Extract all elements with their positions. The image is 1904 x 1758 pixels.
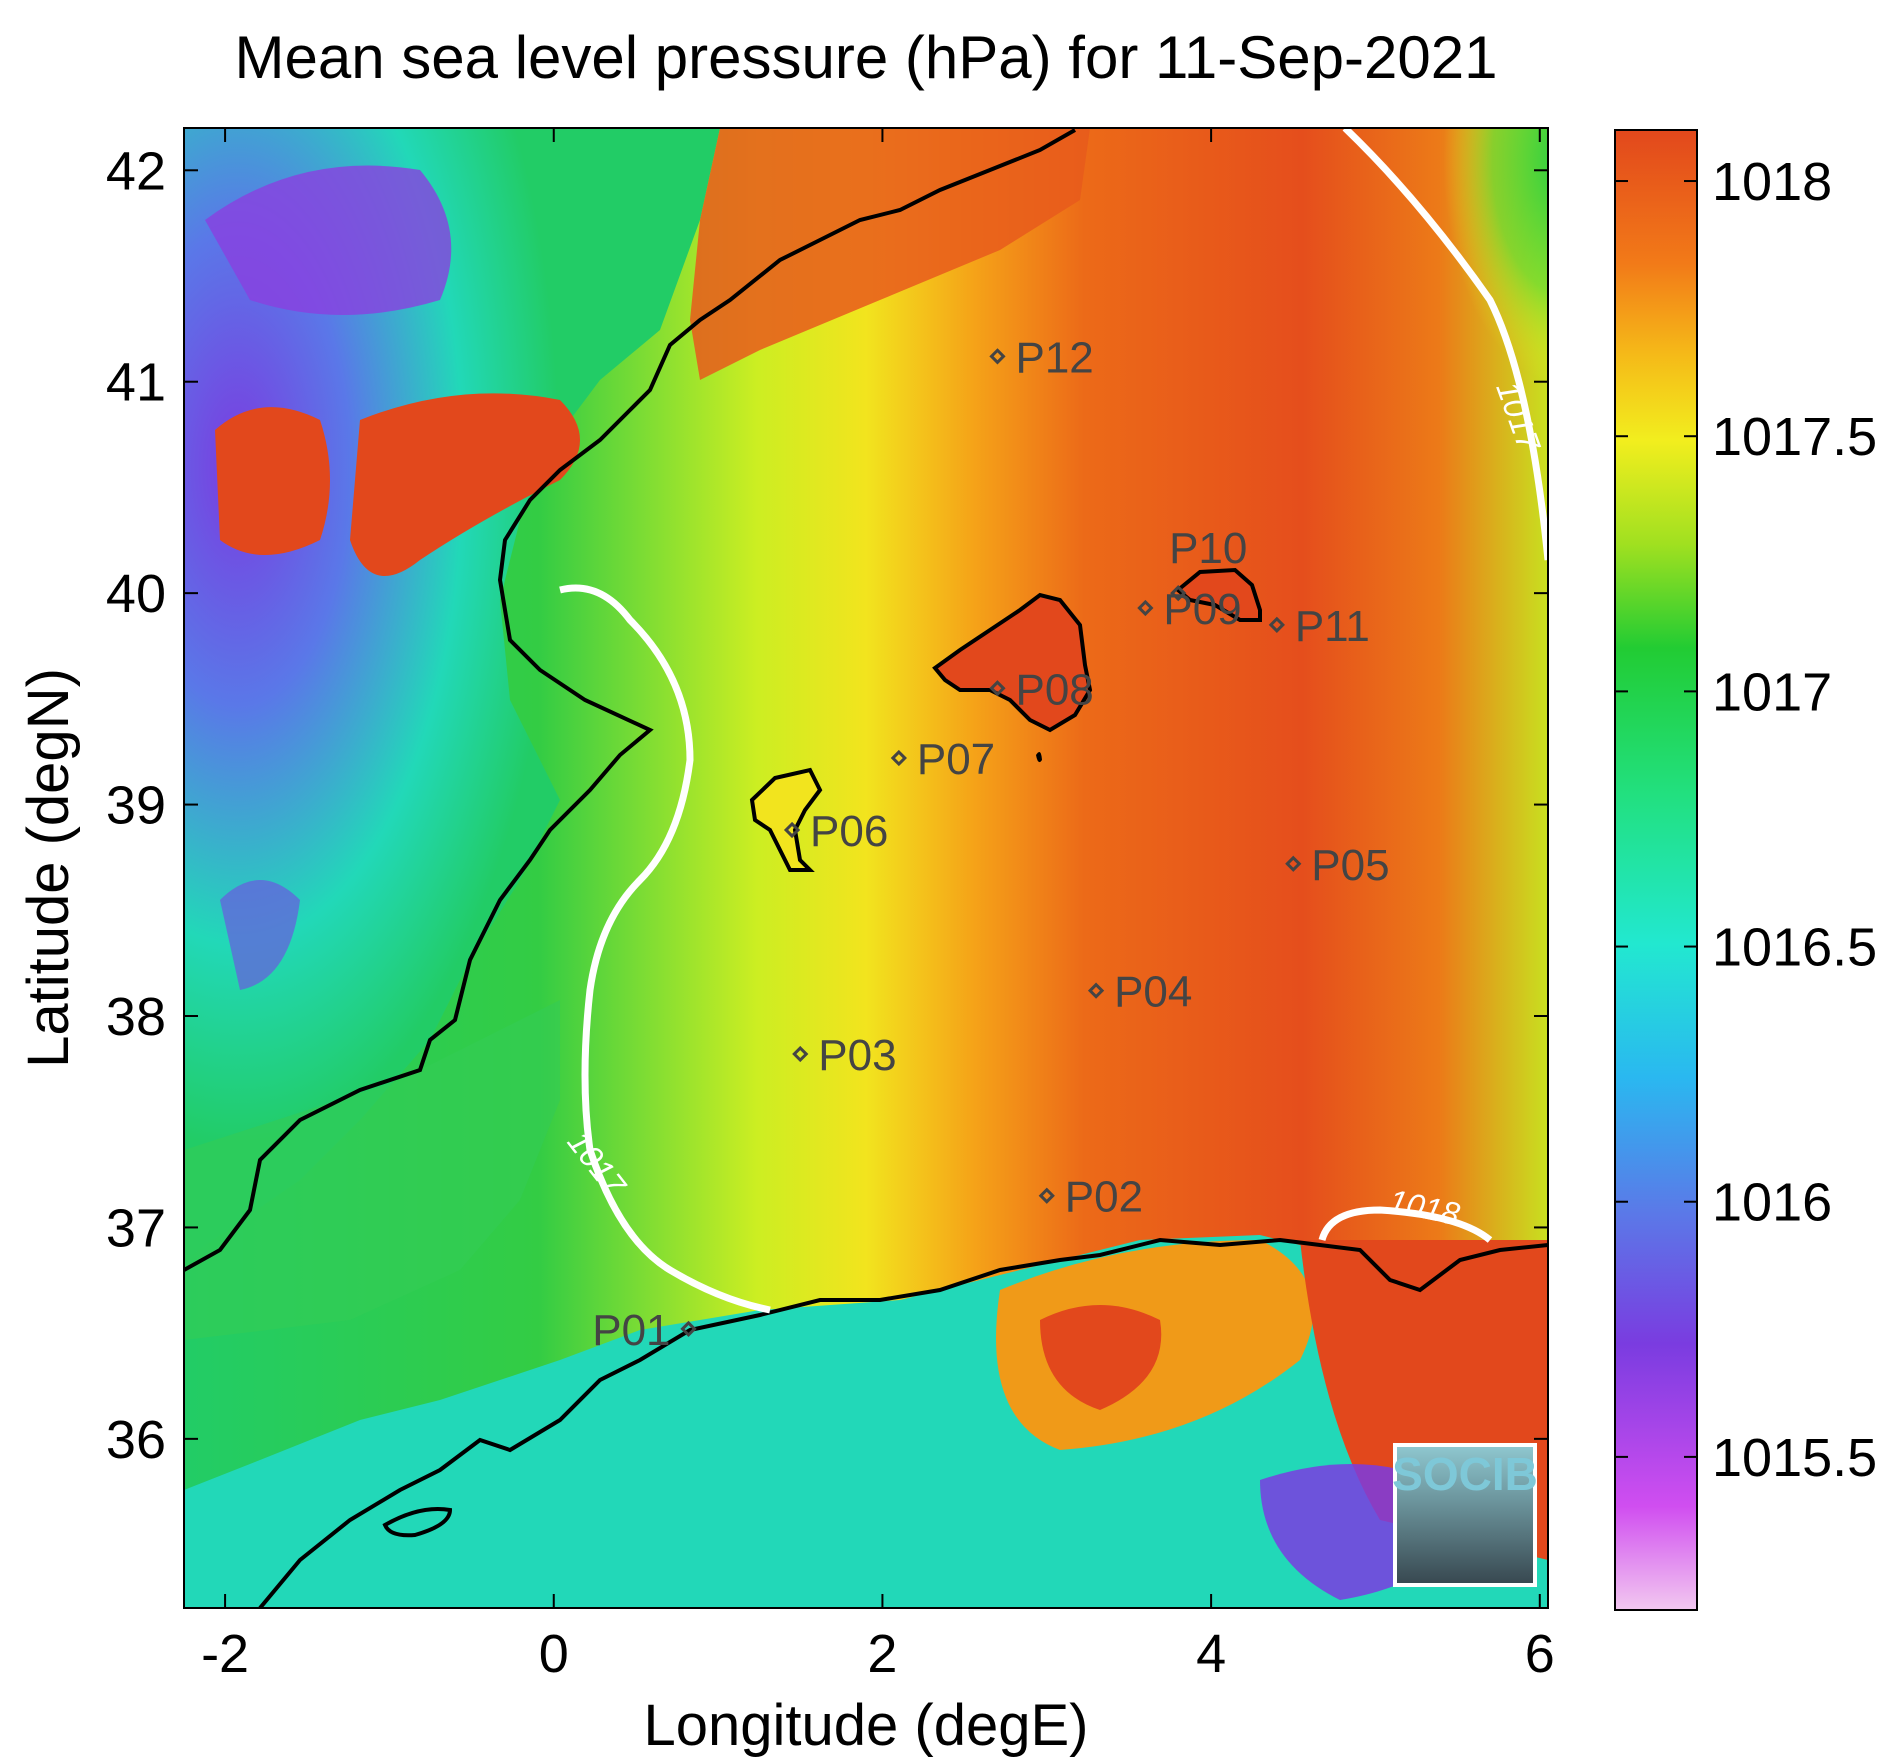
station-point-p05[interactable]: P05 <box>1285 841 1390 890</box>
x-axis-label: Longitude (degE) <box>644 1693 1089 1758</box>
station-point-p09[interactable]: P09 <box>1137 585 1242 634</box>
y-tick-label: 42 <box>106 141 166 201</box>
colorbar <box>1614 129 1698 1611</box>
map-title: Mean sea level pressure (hPa) for 11-Sep… <box>235 24 1498 91</box>
station-marker <box>783 821 801 839</box>
x-tick-label: 2 <box>867 1624 897 1684</box>
station-marker <box>1087 982 1105 999</box>
iberian-land-field <box>184 128 720 1260</box>
catalonia-high-region <box>690 128 1090 380</box>
station-points: P01 P02 P03 P04 P05 P06 P07 P08 P09 P10 P11 P12 <box>592 333 1389 1355</box>
mallorca-island <box>932 592 1093 733</box>
algeria-red-patch <box>1040 1305 1162 1410</box>
ibiza-island <box>749 767 823 872</box>
station-marker <box>989 680 1006 697</box>
map-area <box>184 128 1548 1608</box>
station-label: P01 <box>592 1306 670 1355</box>
station-label: P02 <box>1065 1173 1143 1222</box>
station-point-p11[interactable]: P11 <box>1268 602 1370 651</box>
x-tick-label: -2 <box>201 1624 249 1684</box>
colorbar-ticks: 1018 1017.5 1017 1016.5 1016 1015.5 <box>1615 152 1877 1488</box>
station-marker <box>1268 616 1285 633</box>
station-point-p08[interactable]: P08 <box>989 665 1094 714</box>
cabrera-island <box>1036 751 1042 763</box>
station-label: P05 <box>1311 841 1389 890</box>
station-point-p10[interactable]: P10 <box>1169 524 1247 602</box>
inland-high-patch-2 <box>350 393 580 576</box>
x-tick-label: 4 <box>1196 1624 1226 1684</box>
inland-low-patch-2 <box>220 880 300 990</box>
east-low-region <box>1200 128 1548 768</box>
station-point-p03[interactable]: P03 <box>792 1031 897 1080</box>
station-label: P11 <box>1295 602 1370 651</box>
station-marker <box>1285 855 1302 872</box>
station-point-p02[interactable]: P02 <box>1038 1173 1143 1222</box>
station-label: P12 <box>1015 333 1093 382</box>
inland-high-patch-1 <box>215 407 330 555</box>
station-point-p07[interactable]: P07 <box>890 735 995 784</box>
contour-1017-east <box>1342 128 1548 561</box>
station-point-p01[interactable]: P01 <box>592 1306 697 1355</box>
station-marker <box>890 749 907 767</box>
socib-logo: SOCIB <box>1392 1443 1538 1587</box>
africa-coastline <box>258 1237 1548 1608</box>
station-marker <box>1137 599 1154 617</box>
x-tick-label: 6 <box>1525 1624 1555 1684</box>
y-tick-label: 41 <box>106 353 166 413</box>
alboran-coast-segment <box>382 1507 453 1538</box>
y-tick-label: 40 <box>106 564 166 624</box>
contour-1017-west <box>559 584 771 1314</box>
station-marker <box>792 1045 809 1063</box>
station-label: P10 <box>1169 524 1247 573</box>
colorbar-tick-label: 1016.5 <box>1712 918 1877 978</box>
spain-coastline <box>184 128 1076 1272</box>
station-label: P04 <box>1114 968 1192 1017</box>
colorbar-tick-label: 1017 <box>1712 662 1832 722</box>
y-tick-label: 36 <box>106 1410 166 1470</box>
inland-low-patch <box>205 165 452 315</box>
station-label: P08 <box>1015 665 1093 714</box>
menorca-island <box>1174 567 1262 622</box>
station-marker <box>680 1320 697 1338</box>
station-label: P07 <box>917 735 995 784</box>
station-point-p06[interactable]: P06 <box>783 807 888 856</box>
y-tick-label: 37 <box>106 1198 166 1258</box>
x-axis-ticks: -2 0 2 4 6 <box>201 128 1555 1684</box>
station-marker <box>989 348 1006 365</box>
station-marker <box>1038 1187 1055 1204</box>
y-axis-ticks: 42 41 40 39 38 37 36 <box>106 141 1548 1470</box>
x-tick-label: 0 <box>539 1624 569 1684</box>
coastal-green-band <box>184 1000 560 1340</box>
station-label: P06 <box>810 807 888 856</box>
station-point-p04[interactable]: P04 <box>1087 968 1192 1017</box>
colorbar-tick-label: 1018 <box>1712 152 1832 212</box>
station-point-p12[interactable]: P12 <box>989 333 1094 382</box>
station-label: P03 <box>818 1031 896 1080</box>
station-label: P09 <box>1163 585 1241 634</box>
y-tick-label: 38 <box>106 987 166 1047</box>
logo-text: SOCIB <box>1392 1448 1538 1500</box>
contour-1018-south <box>1318 1206 1493 1243</box>
colorbar-tick-label: 1015.5 <box>1712 1428 1877 1488</box>
map-frame <box>183 127 1549 1609</box>
colorbar-tick-label: 1016 <box>1712 1173 1832 1233</box>
colorbar-tick-label: 1017.5 <box>1712 407 1877 467</box>
y-tick-label: 39 <box>106 776 166 836</box>
station-marker <box>1170 585 1187 602</box>
y-axis-label: Latitude (degN) <box>16 668 81 1068</box>
